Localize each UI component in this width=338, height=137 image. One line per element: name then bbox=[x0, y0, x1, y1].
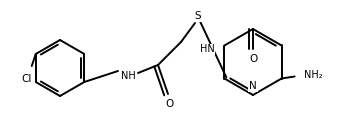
Text: NH₂: NH₂ bbox=[304, 71, 322, 81]
Text: N: N bbox=[249, 81, 257, 91]
Text: NH: NH bbox=[121, 71, 136, 81]
Text: O: O bbox=[249, 54, 257, 64]
Text: Cl: Cl bbox=[22, 74, 32, 84]
Text: O: O bbox=[166, 99, 174, 109]
Text: S: S bbox=[195, 11, 201, 21]
Text: HN: HN bbox=[200, 45, 214, 55]
